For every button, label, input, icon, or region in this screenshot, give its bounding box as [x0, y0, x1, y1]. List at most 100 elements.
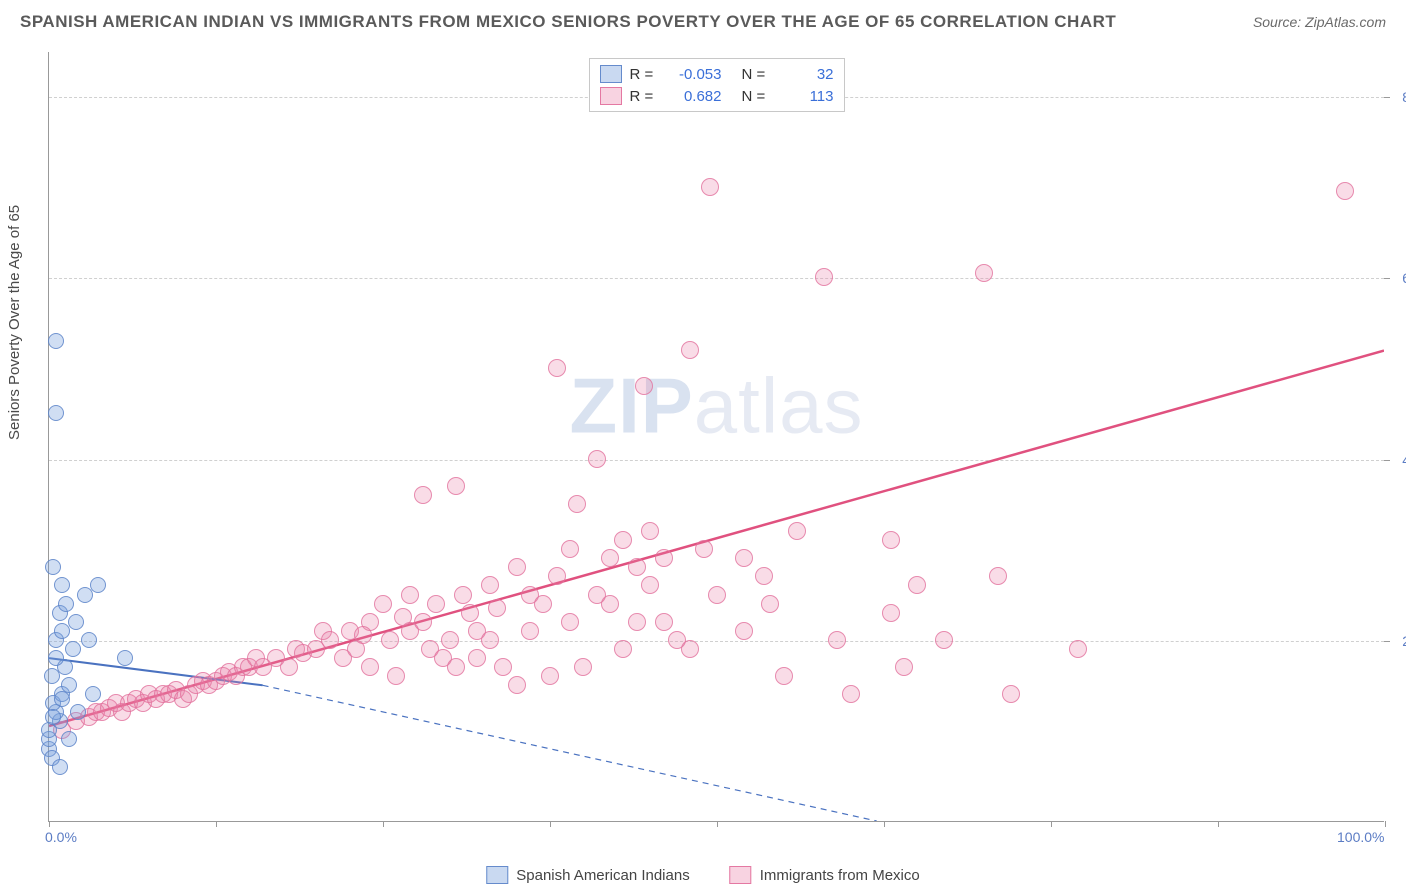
- data-point: [1336, 182, 1354, 200]
- data-point: [81, 632, 97, 648]
- data-point: [761, 595, 779, 613]
- data-point: [895, 658, 913, 676]
- data-point: [588, 450, 606, 468]
- data-point: [427, 595, 445, 613]
- data-point: [54, 577, 70, 593]
- x-tick-mark: [216, 821, 217, 827]
- x-tick-mark: [717, 821, 718, 827]
- data-point: [735, 622, 753, 640]
- data-point: [614, 640, 632, 658]
- trend-line: [263, 685, 877, 821]
- data-point: [935, 631, 953, 649]
- data-point: [735, 549, 753, 567]
- data-point: [908, 576, 926, 594]
- data-point: [52, 759, 68, 775]
- data-point: [601, 549, 619, 567]
- data-point: [68, 614, 84, 630]
- data-point: [394, 608, 412, 626]
- x-tick-label: 0.0%: [45, 829, 77, 845]
- data-point: [588, 586, 606, 604]
- x-tick-mark: [884, 821, 885, 827]
- data-point: [701, 178, 719, 196]
- legend-row: R = 0.682N = 113: [600, 85, 834, 107]
- data-point: [45, 709, 61, 725]
- data-point: [70, 704, 86, 720]
- data-point: [574, 658, 592, 676]
- series-legend: Spanish American Indians Immigrants from …: [486, 866, 919, 884]
- data-point: [54, 691, 70, 707]
- data-point: [414, 486, 432, 504]
- y-tick-mark: [1384, 460, 1390, 461]
- watermark-atlas: atlas: [694, 361, 864, 449]
- data-point: [641, 576, 659, 594]
- data-point: [628, 613, 646, 631]
- data-point: [481, 631, 499, 649]
- legend-swatch: [600, 65, 622, 83]
- legend-swatch: [600, 87, 622, 105]
- data-point: [1069, 640, 1087, 658]
- data-point: [775, 667, 793, 685]
- watermark: ZIPatlas: [569, 360, 863, 451]
- gridline: [49, 460, 1384, 461]
- data-point: [568, 495, 586, 513]
- data-point: [494, 658, 512, 676]
- data-point: [695, 540, 713, 558]
- data-point: [989, 567, 1007, 585]
- y-tick-label: 40.0%: [1402, 452, 1406, 468]
- r-label: R =: [630, 66, 658, 83]
- source-label: Source: ZipAtlas.com: [1253, 14, 1386, 30]
- data-point: [541, 667, 559, 685]
- y-axis-label: Seniors Poverty Over the Age of 65: [6, 205, 23, 440]
- data-point: [508, 676, 526, 694]
- data-point: [65, 641, 81, 657]
- data-point: [975, 264, 993, 282]
- r-label: R =: [630, 88, 658, 105]
- data-point: [48, 650, 64, 666]
- n-label: N =: [742, 66, 770, 83]
- legend-swatch: [730, 866, 752, 884]
- x-tick-mark: [1051, 821, 1052, 827]
- data-point: [681, 341, 699, 359]
- legend-item: Spanish American Indians: [486, 866, 689, 884]
- data-point: [354, 626, 372, 644]
- data-point: [635, 377, 653, 395]
- y-tick-mark: [1384, 641, 1390, 642]
- data-point: [481, 576, 499, 594]
- data-point: [361, 658, 379, 676]
- x-tick-label: 100.0%: [1337, 829, 1384, 845]
- data-point: [447, 658, 465, 676]
- data-point: [521, 622, 539, 640]
- data-point: [61, 731, 77, 747]
- header: SPANISH AMERICAN INDIAN VS IMMIGRANTS FR…: [0, 0, 1406, 40]
- data-point: [534, 595, 552, 613]
- data-point: [461, 604, 479, 622]
- data-point: [117, 650, 133, 666]
- legend-label: Immigrants from Mexico: [760, 867, 920, 884]
- x-tick-mark: [49, 821, 50, 827]
- data-point: [508, 558, 526, 576]
- y-tick-label: 20.0%: [1402, 633, 1406, 649]
- data-point: [401, 586, 419, 604]
- n-value: 32: [778, 66, 834, 83]
- x-tick-mark: [1385, 821, 1386, 827]
- data-point: [882, 604, 900, 622]
- legend-row: R = -0.053 N = 32: [600, 63, 834, 85]
- data-point: [58, 596, 74, 612]
- legend-label: Spanish American Indians: [516, 867, 689, 884]
- correlation-legend: R = -0.053 N = 32 R = 0.682N = 113: [589, 58, 845, 112]
- data-point: [1002, 685, 1020, 703]
- r-value: 0.682: [666, 88, 722, 105]
- data-point: [381, 631, 399, 649]
- data-point: [321, 631, 339, 649]
- data-point: [468, 649, 486, 667]
- r-value: -0.053: [666, 66, 722, 83]
- data-point: [641, 522, 659, 540]
- trend-lines: [49, 52, 1384, 821]
- data-point: [414, 613, 432, 631]
- data-point: [280, 658, 298, 676]
- data-point: [48, 333, 64, 349]
- data-point: [708, 586, 726, 604]
- data-point: [548, 359, 566, 377]
- data-point: [668, 631, 686, 649]
- data-point: [655, 549, 673, 567]
